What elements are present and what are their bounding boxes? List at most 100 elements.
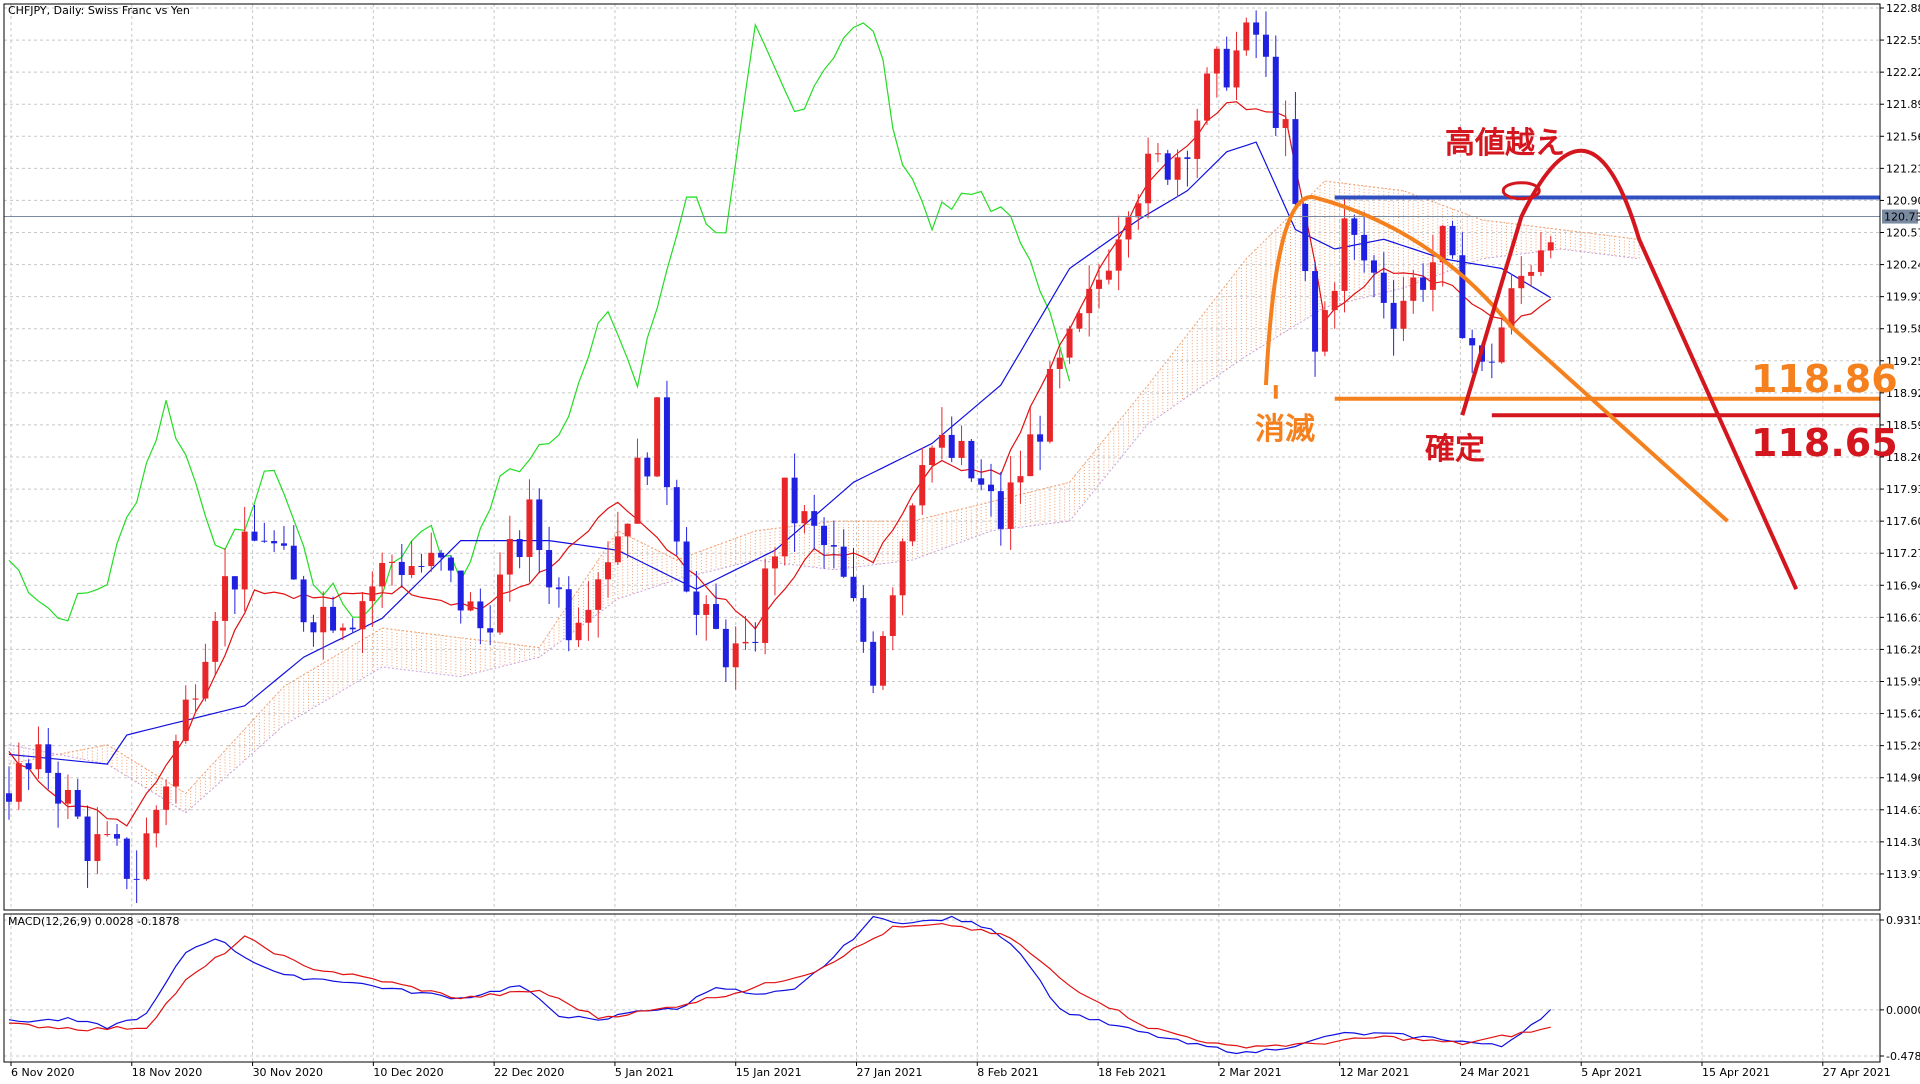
current-price-label: 120.734 — [1884, 211, 1920, 224]
candle-bull — [1046, 368, 1053, 442]
candle-bull — [1518, 275, 1525, 289]
chart-title: CHFJPY, Daily: Swiss Franc vs Yen — [8, 4, 190, 17]
label-118-86: 118.86 — [1751, 357, 1898, 401]
date-tick-label: 18 Feb 2021 — [1098, 1066, 1166, 1079]
candle-bear — [693, 591, 700, 615]
candle-bull — [781, 477, 788, 557]
price-tick-label: 117.270 — [1886, 547, 1920, 560]
date-tick-label: 8 Feb 2021 — [977, 1066, 1038, 1079]
price-tick-label: 119.250 — [1886, 355, 1920, 368]
candle-bull — [1233, 50, 1240, 88]
candle-bear — [290, 545, 297, 580]
candle-bear — [850, 576, 857, 599]
price-tick-label: 118.590 — [1886, 419, 1920, 432]
candle-bull — [1341, 218, 1348, 291]
candle-bull — [182, 699, 189, 741]
candle-bull — [212, 620, 219, 662]
candle-bear — [133, 878, 140, 880]
candle-bull — [1017, 476, 1024, 483]
candle-bull — [1154, 153, 1161, 155]
chikou-span-line — [8, 22, 1071, 622]
candle-bull — [929, 447, 936, 466]
candle-bear — [997, 491, 1004, 529]
macd-macd-line — [8, 915, 1552, 1055]
candle-bear — [349, 627, 356, 630]
candle-bear — [310, 622, 317, 633]
candle-bull — [64, 789, 71, 804]
price-tick-label: 115.620 — [1886, 708, 1920, 721]
candle-bear — [673, 487, 680, 542]
candle-bear — [84, 816, 91, 862]
candle-bull — [1086, 288, 1093, 314]
candle-bear — [45, 744, 52, 773]
candle-bear — [1037, 434, 1044, 442]
candle-bear — [1272, 56, 1279, 128]
price-tick-label: 115.290 — [1886, 740, 1920, 753]
candle-bull — [1282, 119, 1289, 128]
candle-bull — [771, 556, 778, 569]
candle-bull — [526, 499, 533, 558]
candle-bear — [477, 601, 484, 629]
price-tick-label: 114.300 — [1886, 836, 1920, 849]
price-tick-label: 116.940 — [1886, 579, 1920, 592]
candle-bear — [516, 538, 523, 558]
candle-bull — [1194, 120, 1201, 159]
candle-bear — [123, 838, 130, 879]
date-tick-label: 5 Apr 2021 — [1581, 1066, 1642, 1079]
candle-bear — [791, 477, 798, 524]
candle-bear — [1449, 225, 1456, 256]
candle-bull — [1007, 482, 1014, 529]
candle-bull — [1508, 288, 1515, 328]
candle-bear — [1390, 302, 1397, 329]
date-tick-label: 10 Dec 2020 — [373, 1066, 443, 1079]
date-tick-label: 22 Dec 2020 — [494, 1066, 564, 1079]
candle-bear — [1351, 218, 1358, 235]
candle-bull — [605, 562, 612, 580]
candle-bull — [703, 604, 710, 615]
candle-bear — [438, 552, 445, 558]
candle-bull — [428, 552, 435, 567]
candle-bear — [1302, 203, 1309, 272]
candle-bull — [732, 643, 739, 668]
candle-bull — [467, 601, 474, 611]
candle-bear — [1312, 271, 1319, 352]
candle-bull — [369, 586, 376, 602]
date-tick-label: 2 Mar 2021 — [1219, 1066, 1282, 1079]
candle-bull — [408, 566, 415, 576]
candle-bear — [1361, 234, 1368, 261]
price-tick-label: 119.580 — [1886, 323, 1920, 336]
candle-bear — [546, 550, 553, 588]
price-tick-label: 122.220 — [1886, 66, 1920, 79]
macd-title: MACD(12,26,9) 0.0028 -0.1878 — [8, 915, 179, 928]
candle-bull — [801, 511, 808, 524]
price-tick-label: 117.930 — [1886, 483, 1920, 496]
candle-bull — [1498, 327, 1505, 363]
candle-bull — [222, 576, 229, 621]
candle-bull — [15, 763, 22, 802]
candle-bull — [1076, 313, 1083, 329]
candle-bear — [821, 525, 828, 546]
candle-bear — [6, 793, 12, 802]
candle-bear — [251, 531, 258, 541]
candle-bull — [163, 786, 170, 810]
price-tick-label: 113.970 — [1886, 868, 1920, 881]
candle-bull — [575, 622, 582, 641]
candle-bear — [811, 511, 818, 526]
price-tick-label: 122.550 — [1886, 34, 1920, 47]
candle-bear — [840, 546, 847, 577]
price-tick-label: 118.260 — [1886, 451, 1920, 464]
candle-bull — [35, 744, 42, 770]
price-tick-label: 116.280 — [1886, 643, 1920, 656]
candle-bear — [1292, 119, 1299, 204]
candle-bull — [506, 538, 513, 575]
date-tick-label: 6 Nov 2020 — [11, 1066, 74, 1079]
candle-bull — [879, 635, 886, 686]
price-tick-label: 118.920 — [1886, 387, 1920, 400]
candle-bull — [320, 606, 327, 633]
candle-bull — [379, 562, 386, 587]
candle-bear — [271, 541, 278, 544]
date-tick-label: 24 Mar 2021 — [1460, 1066, 1530, 1079]
candle-bear — [74, 789, 81, 817]
candle-bull — [909, 505, 916, 542]
candle-bull — [1243, 22, 1250, 51]
